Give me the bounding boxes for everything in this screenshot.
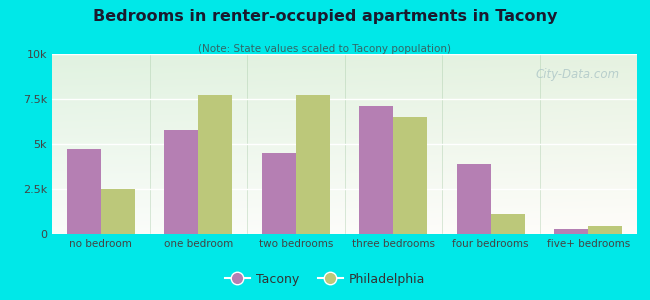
Bar — [261, 153, 296, 234]
Bar — [296, 95, 330, 234]
Bar — [393, 117, 428, 234]
Text: Bedrooms in renter-occupied apartments in Tacony: Bedrooms in renter-occupied apartments i… — [93, 9, 557, 24]
Bar — [491, 214, 525, 234]
Bar — [554, 229, 588, 234]
Bar — [66, 149, 101, 234]
Bar — [359, 106, 393, 234]
Bar — [198, 95, 233, 234]
Bar — [457, 164, 491, 234]
Bar — [588, 226, 623, 234]
Bar — [164, 130, 198, 234]
Text: City-Data.com: City-Data.com — [536, 68, 619, 81]
Legend: Tacony, Philadelphia: Tacony, Philadelphia — [220, 268, 430, 291]
Text: (Note: State values scaled to Tacony population): (Note: State values scaled to Tacony pop… — [198, 44, 452, 53]
Bar — [101, 189, 135, 234]
